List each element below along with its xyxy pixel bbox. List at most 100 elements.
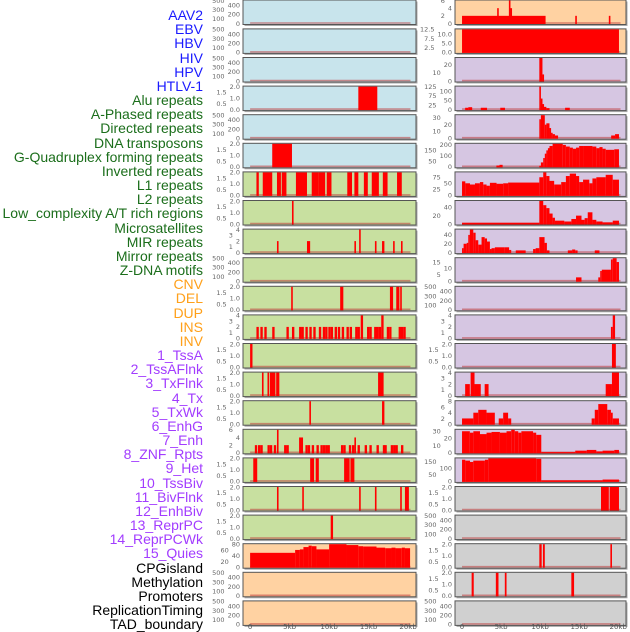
signal-bar (562, 144, 566, 168)
signal-bar (398, 326, 401, 339)
y-tick-label: 1.5 (216, 403, 226, 411)
signal-bar (602, 479, 619, 482)
track-panel: 0 25 50 75 (432, 171, 628, 200)
signal-bar (468, 234, 470, 254)
y-tick-label: 150 (424, 458, 436, 466)
signal-bar (346, 326, 349, 339)
signal-bar (554, 220, 565, 225)
y-tick-label: 0.5 (428, 501, 438, 509)
y-tick-label: 0 (448, 621, 452, 629)
y-tick-label: 2 (229, 441, 233, 449)
signal-bar (552, 134, 555, 139)
signal-bar (309, 401, 311, 425)
track-label: 9_Het (165, 460, 203, 477)
track-label: Methylation (131, 573, 203, 590)
y-tick-label: 2.0 (230, 455, 240, 463)
y-tick-label: 200 (440, 526, 452, 534)
signal-bar (546, 108, 550, 111)
track-label: A-Phased repeats (90, 106, 203, 123)
signal-bar (591, 418, 595, 425)
signal-bar (602, 222, 613, 225)
track-panel: 0 100 200 300 400 500 (212, 112, 418, 143)
signal-bar (384, 445, 387, 454)
signal-bar (301, 326, 304, 339)
panel-background (242, 486, 417, 512)
signal-bar (307, 445, 311, 454)
y-tick-label: 0.0 (230, 220, 240, 228)
signal-bar (308, 545, 312, 568)
y-tick-label: 0 (448, 335, 452, 343)
signal-bar (518, 432, 522, 454)
signal-bar (605, 149, 615, 168)
signal-bar (535, 248, 540, 254)
signal-bar (542, 74, 545, 82)
signal-bar (404, 487, 409, 511)
y-tick-label: 100 (440, 465, 452, 473)
signal-bar (320, 445, 323, 454)
signal-bar (614, 449, 619, 454)
panel-background (242, 142, 417, 169)
y-tick-label: 0.0 (230, 306, 240, 314)
signal-bar (267, 372, 270, 397)
signal-bar (462, 29, 619, 53)
y-tick-label: 20 (444, 121, 452, 129)
signal-bar (539, 119, 541, 139)
signal-bar (400, 487, 402, 511)
signal-bar (369, 445, 372, 454)
signal-bar (549, 213, 553, 225)
signal-bar (583, 179, 590, 196)
signal-bar (348, 445, 352, 454)
signal-bar (330, 326, 334, 339)
signal-bar (542, 104, 545, 111)
y-tick-label: 300 (212, 607, 224, 615)
signal-bar (495, 572, 499, 597)
signal-bar (521, 431, 534, 454)
y-tick-label: 1.0 (230, 523, 240, 531)
signal-bar (615, 134, 619, 139)
y-tick-label: 400 (228, 116, 240, 124)
y-tick-label: 0.5 (216, 100, 226, 108)
track-panel: 0.0 0.5 1.0 1.5 2.0 (216, 483, 418, 514)
track-panel: 0.0 0.5 1.0 1.5 2.0 (216, 398, 418, 429)
y-tick-label: 10 (432, 128, 440, 136)
y-tick-label: 125 (424, 83, 436, 91)
signal-bar (540, 162, 544, 168)
y-tick-label: 10 (432, 442, 440, 450)
track-panel: 0.0 0.5 1.0 1.5 2.0 (216, 197, 418, 228)
signal-bar (586, 449, 597, 454)
y-tick-label: 400 (228, 602, 240, 610)
y-tick-label: 2.0 (230, 140, 240, 148)
signal-bar (302, 487, 304, 511)
signal-bar (598, 404, 608, 425)
y-tick-label: 1.0 (230, 295, 240, 303)
panel-background (454, 514, 627, 541)
y-tick-label: 1.5 (216, 489, 226, 497)
x-tick-label: 5kb (283, 623, 297, 630)
y-tick-label: 100 (212, 15, 224, 23)
y-tick-label: 3 (229, 232, 233, 240)
y-tick-label: 0 (236, 77, 240, 85)
y-tick-label: 1.0 (230, 152, 240, 160)
track-label: INV (179, 332, 203, 349)
y-tick-label: 1.0 (442, 552, 452, 560)
panel-background (454, 343, 627, 369)
signal-bar (281, 172, 287, 196)
track-panel: 0.0 0.5 1.0 1.5 2.0 (216, 140, 418, 171)
y-tick-label: 0.5 (428, 586, 438, 594)
signal-bar (602, 450, 615, 454)
signal-bar (478, 409, 487, 425)
track-panel: 0.0 0.5 1.0 1.5 2.0 (428, 569, 628, 600)
track-label: INS (179, 318, 203, 335)
track-label: TAD_boundary (109, 616, 203, 632)
signal-bar (325, 445, 328, 454)
signal-bar (497, 8, 499, 24)
y-tick-label: 0 (236, 564, 240, 572)
y-tick-label: 500 (424, 598, 436, 606)
signal-bar (326, 172, 332, 196)
track-panel: 0.0 0.5 1.0 1.5 2.0 (428, 541, 628, 572)
y-tick-label: 300 (212, 264, 224, 272)
x-tick-label: 10kb (531, 623, 549, 630)
signal-bar (494, 247, 505, 254)
signal-bar (322, 326, 326, 339)
signal-bar (579, 145, 584, 168)
